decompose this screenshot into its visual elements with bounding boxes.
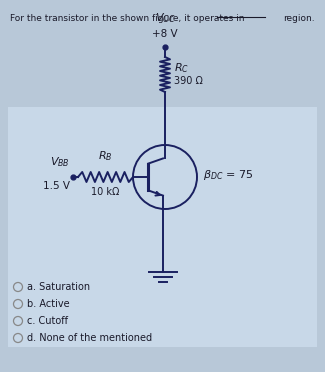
Text: $V_{CC}$: $V_{CC}$	[155, 11, 175, 25]
Text: $R_B$: $R_B$	[98, 149, 113, 163]
Text: 1.5 V: 1.5 V	[43, 181, 70, 191]
Text: a. Saturation: a. Saturation	[27, 282, 90, 292]
Text: d. None of the mentioned: d. None of the mentioned	[27, 333, 152, 343]
Text: $V_{BB}$: $V_{BB}$	[50, 155, 70, 169]
Text: 10 kΩ: 10 kΩ	[91, 187, 120, 197]
Text: For the transistor in the shown figure, it operates in: For the transistor in the shown figure, …	[10, 14, 244, 23]
Text: +8 V: +8 V	[152, 29, 178, 39]
Bar	[8, 107, 317, 347]
Text: $R_C$: $R_C$	[174, 62, 189, 76]
Text: 390 Ω: 390 Ω	[174, 77, 203, 87]
Text: $\beta_{DC}$ = 75: $\beta_{DC}$ = 75	[203, 168, 253, 182]
Text: b. Active: b. Active	[27, 299, 70, 309]
Text: c. Cutoff: c. Cutoff	[27, 316, 68, 326]
Text: region.: region.	[283, 14, 315, 23]
